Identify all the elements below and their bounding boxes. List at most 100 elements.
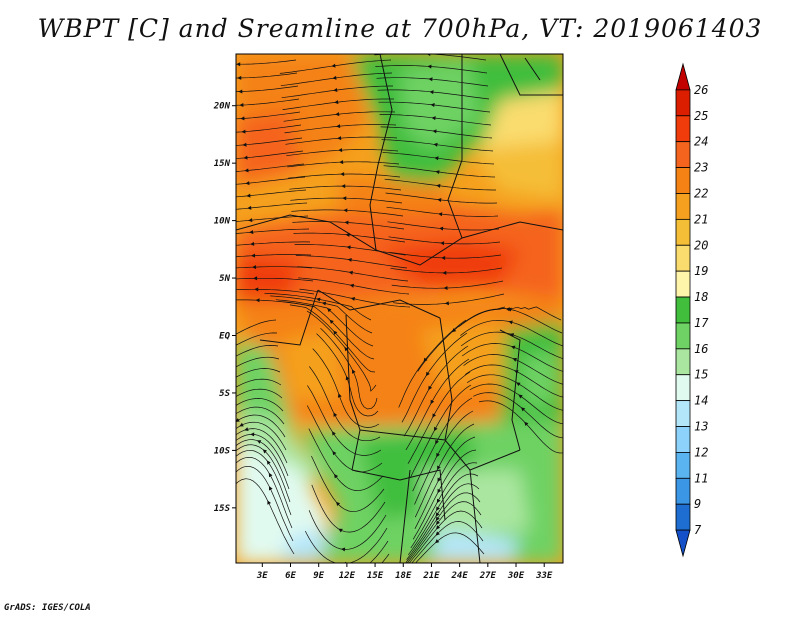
streamline	[293, 232, 406, 243]
streamline-arrow	[423, 357, 428, 362]
longitude-axis: 3E 6E 9E 12E 15E 18E 21E 24E 27E 30E 33E	[256, 563, 553, 581]
streamline	[236, 449, 292, 516]
streamline	[401, 332, 468, 423]
colorbar-label: 24	[694, 135, 708, 149]
lat-label: 10N	[214, 217, 231, 227]
streamline-arrow	[334, 100, 339, 105]
lat-label: 15N	[214, 159, 231, 169]
streamline	[387, 221, 500, 231]
streamline	[286, 149, 399, 157]
streamline-arrow	[250, 241, 255, 246]
streamline	[463, 354, 563, 385]
colorbar-segment	[675, 218, 691, 246]
colorbar-segment	[675, 193, 691, 220]
streamline-arrow	[435, 539, 440, 544]
streamline	[406, 483, 480, 560]
colorbar-label: 21	[694, 212, 708, 226]
streamline-arrow	[430, 103, 435, 107]
streamline-arrow	[333, 330, 338, 335]
colorbar-arrow-bottom	[675, 529, 691, 558]
streamline-arrow	[332, 75, 337, 80]
streamline-arrow	[340, 547, 346, 552]
colorbar-segment	[675, 296, 691, 324]
streamline	[236, 478, 295, 555]
streamline-arrow	[331, 63, 336, 68]
colorbar-segment	[675, 452, 691, 479]
streamline-arrow	[436, 183, 441, 188]
streamline	[236, 241, 311, 246]
streamline-arrow	[516, 382, 521, 387]
streamline	[236, 59, 297, 65]
streamline-arrow	[345, 232, 350, 237]
lon-label: 15E	[367, 571, 384, 581]
streamline-arrow	[327, 308, 332, 313]
map-frame	[235, 53, 564, 564]
streamline-arrow	[247, 205, 252, 210]
streamline-arrow	[333, 88, 338, 92]
lat-label: 5S	[219, 389, 230, 399]
colorbar-label: 22	[694, 186, 708, 200]
streamline-arrow	[268, 472, 273, 478]
streamline-arrow	[434, 426, 438, 432]
colorbar-segment	[675, 477, 691, 505]
streamline	[311, 455, 385, 513]
streamline	[384, 178, 496, 191]
streamline-arrow	[338, 148, 343, 153]
streamline	[275, 299, 374, 347]
colorbar-label: 18	[694, 290, 708, 304]
colorbar-label: 14	[694, 394, 708, 408]
streamline-arrow	[509, 333, 515, 337]
streamline-arrow	[442, 270, 447, 275]
streamline	[279, 59, 392, 74]
streamline-arrow	[338, 528, 343, 533]
colorbar-label: 23	[694, 161, 708, 175]
streamline-arrow	[344, 346, 349, 352]
streamline	[403, 345, 469, 437]
colorbar-segment	[675, 270, 691, 298]
streamline	[307, 385, 382, 456]
streamline-arrow	[337, 136, 342, 141]
streamline	[309, 366, 381, 442]
streamline	[478, 400, 563, 454]
streamline-arrow	[520, 407, 526, 412]
streamline-arrow	[238, 89, 243, 94]
streamline-arrow	[255, 298, 260, 303]
streamline	[411, 521, 484, 563]
streamline-arrow	[436, 525, 441, 530]
lat-label: 5N	[219, 274, 230, 284]
streamline-arrow	[432, 129, 437, 134]
streamline-arrow	[248, 218, 253, 223]
streamline-arrow	[321, 301, 327, 306]
streamline	[236, 254, 312, 258]
colorbar-segment	[675, 167, 691, 194]
streamline	[236, 465, 294, 542]
streamline	[236, 456, 293, 529]
streamline	[408, 473, 479, 556]
streamline-arrow	[339, 160, 344, 165]
streamline-arrow	[262, 449, 267, 454]
colorbar-label: 25	[694, 109, 708, 123]
streamline-arrow	[240, 116, 245, 121]
streamline-arrow	[437, 488, 442, 494]
streamline	[296, 266, 409, 282]
streamline	[284, 124, 397, 134]
streamline-arrow	[349, 283, 354, 288]
streamline-arrow	[435, 439, 439, 445]
streamline-arrow	[332, 431, 336, 436]
streamline-arrow	[425, 371, 430, 377]
colorbar-label: 15	[694, 368, 708, 382]
streamline	[236, 388, 283, 399]
streamline	[236, 444, 291, 503]
streamline-arrow	[236, 62, 241, 67]
streamline	[236, 85, 299, 93]
streamline	[414, 410, 474, 505]
lat-label: 10S	[214, 446, 231, 456]
streamline	[375, 65, 488, 74]
streamline	[376, 77, 489, 87]
streamline-arrow	[329, 319, 334, 324]
colorbar-label: 26	[694, 83, 708, 97]
colorbar-label: 12	[694, 445, 708, 459]
streamline-arrow	[435, 170, 440, 174]
streamline-arrow	[350, 297, 356, 301]
streamline	[236, 332, 278, 346]
